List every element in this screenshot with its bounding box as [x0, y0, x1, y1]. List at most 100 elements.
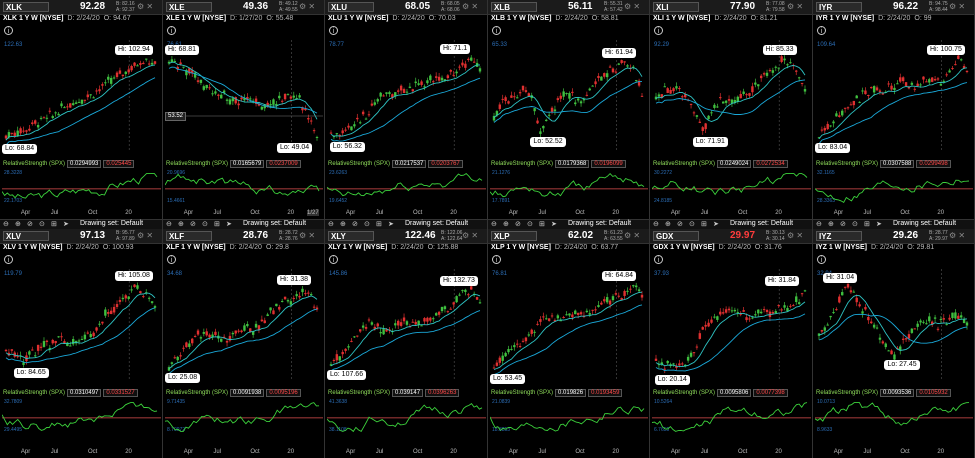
zoom-out-icon[interactable]: ⊖: [491, 221, 497, 228]
symbol-input[interactable]: XLI: [653, 2, 699, 12]
drawing-set-selector[interactable]: Drawing set: Default: [568, 220, 632, 227]
cursor-icon[interactable]: ➤: [876, 221, 882, 228]
panel-menu-icons[interactable]: ⚙ ✕: [787, 2, 804, 11]
info-icon[interactable]: i: [167, 255, 176, 264]
drawing-set-selector[interactable]: Drawing set: Default: [80, 220, 144, 227]
zoom-out-icon[interactable]: ⊖: [816, 221, 822, 228]
cursor-icon[interactable]: ➤: [388, 221, 394, 228]
price-chart[interactable]: [652, 269, 811, 379]
price-chart[interactable]: [2, 269, 161, 379]
rs-chart[interactable]: [490, 168, 648, 206]
drawing-set-selector[interactable]: Drawing set: Default: [893, 220, 957, 227]
chart-panel-xlb[interactable]: XLB 56.11 B: 55.31 A: 57.42 ⚙ ✕ XLB 1 Y W [NY…: [488, 0, 650, 229]
magnifier-icon[interactable]: ⊙: [364, 221, 370, 228]
info-icon[interactable]: i: [329, 26, 338, 35]
rs-chart[interactable]: [165, 397, 323, 435]
zoom-in-icon[interactable]: ⊕: [828, 221, 834, 228]
info-icon[interactable]: i: [4, 26, 13, 35]
symbol-input[interactable]: XLB: [491, 2, 537, 12]
zoom-out-icon[interactable]: ⊖: [166, 221, 172, 228]
reset-icon[interactable]: ⊘: [190, 221, 196, 228]
chart-panel-xlf[interactable]: XLF 28.76 B: 28.72 A: 28.76 ⚙ ✕ XLF 1 Y W [NY…: [163, 229, 325, 458]
chart-panel-xle[interactable]: XLE 49.36 B: 49.12 A: 49.55 ⚙ ✕ XLE 1 Y W [NY…: [163, 0, 325, 229]
panel-menu-icons[interactable]: ⚙ ✕: [299, 2, 316, 11]
symbol-input[interactable]: XLE: [166, 2, 212, 12]
reset-icon[interactable]: ⊘: [840, 221, 846, 228]
grid-icon[interactable]: ⊞: [864, 221, 870, 228]
panel-menu-icons[interactable]: ⚙ ✕: [624, 231, 641, 240]
price-chart[interactable]: [2, 40, 161, 150]
zoom-in-icon[interactable]: ⊕: [503, 221, 509, 228]
zoom-in-icon[interactable]: ⊕: [178, 221, 184, 228]
cursor-icon[interactable]: ➤: [226, 221, 232, 228]
chart-panel-xly[interactable]: XLY 122.46 B: 122.06 A: 122.64 ⚙ ✕ XLY 1 Y W …: [325, 229, 488, 458]
info-icon[interactable]: i: [492, 255, 501, 264]
chart-panel-gdx[interactable]: GDX 29.97 B: 30.13 A: 30.14 ⚙ ✕ GDX 1 Y W [NY…: [650, 229, 813, 458]
info-icon[interactable]: i: [492, 26, 501, 35]
magnifier-icon[interactable]: ⊙: [527, 221, 533, 228]
drawing-set-selector[interactable]: Drawing set: Default: [730, 220, 794, 227]
panel-menu-icons[interactable]: ⚙ ✕: [462, 231, 479, 240]
grid-icon[interactable]: ⊞: [214, 221, 220, 228]
info-icon[interactable]: i: [167, 26, 176, 35]
price-chart[interactable]: [652, 40, 811, 150]
magnifier-icon[interactable]: ⊙: [852, 221, 858, 228]
reset-icon[interactable]: ⊘: [515, 221, 521, 228]
rs-chart[interactable]: [652, 168, 811, 206]
price-chart[interactable]: [490, 40, 648, 150]
magnifier-icon[interactable]: ⊙: [39, 221, 45, 228]
info-icon[interactable]: i: [654, 26, 663, 35]
zoom-in-icon[interactable]: ⊕: [15, 221, 21, 228]
rs-chart[interactable]: [490, 397, 648, 435]
panel-menu-icons[interactable]: ⚙ ✕: [137, 231, 154, 240]
magnifier-icon[interactable]: ⊙: [202, 221, 208, 228]
rs-chart[interactable]: [327, 397, 486, 435]
grid-icon[interactable]: ⊞: [701, 221, 707, 228]
panel-menu-icons[interactable]: ⚙ ✕: [949, 231, 966, 240]
panel-menu-icons[interactable]: ⚙ ✕: [787, 231, 804, 240]
symbol-input[interactable]: IYZ: [816, 231, 862, 241]
panel-menu-icons[interactable]: ⚙ ✕: [624, 2, 641, 11]
panel-menu-icons[interactable]: ⚙ ✕: [299, 231, 316, 240]
zoom-out-icon[interactable]: ⊖: [653, 221, 659, 228]
panel-menu-icons[interactable]: ⚙ ✕: [949, 2, 966, 11]
reset-icon[interactable]: ⊘: [352, 221, 358, 228]
price-chart[interactable]: [490, 269, 648, 379]
rs-chart[interactable]: [815, 168, 973, 206]
panel-menu-icons[interactable]: ⚙ ✕: [137, 2, 154, 11]
reset-icon[interactable]: ⊘: [677, 221, 683, 228]
cursor-icon[interactable]: ➤: [551, 221, 557, 228]
rs-chart[interactable]: [327, 168, 486, 206]
zoom-in-icon[interactable]: ⊕: [665, 221, 671, 228]
panel-menu-icons[interactable]: ⚙ ✕: [462, 2, 479, 11]
chart-panel-xlk[interactable]: XLK 92.28 B: 82.16 A: 92.37 ⚙ ✕ XLK 1 Y W [NY…: [0, 0, 163, 229]
symbol-input[interactable]: IYR: [816, 2, 862, 12]
symbol-input[interactable]: XLK: [3, 2, 49, 12]
chart-panel-xli[interactable]: XLI 77.90 B: 77.08 A: 79.58 ⚙ ✕ XLI 1 Y W [NY…: [650, 0, 813, 229]
price-chart[interactable]: [327, 40, 486, 150]
zoom-out-icon[interactable]: ⊖: [3, 221, 9, 228]
price-chart[interactable]: [165, 40, 323, 150]
symbol-input[interactable]: XLP: [491, 231, 537, 241]
cursor-icon[interactable]: ➤: [713, 221, 719, 228]
info-icon[interactable]: i: [329, 255, 338, 264]
zoom-out-icon[interactable]: ⊖: [328, 221, 334, 228]
chart-panel-iyr[interactable]: IYR 96.22 B: 94.75 A: 98.44 ⚙ ✕ IYR 1 Y W [NY…: [813, 0, 975, 229]
rs-chart[interactable]: [2, 397, 161, 435]
price-chart[interactable]: [327, 269, 486, 379]
magnifier-icon[interactable]: ⊙: [689, 221, 695, 228]
symbol-input[interactable]: XLV: [3, 231, 49, 241]
drawing-set-selector[interactable]: Drawing set: Default: [243, 220, 307, 227]
info-icon[interactable]: i: [4, 255, 13, 264]
info-icon[interactable]: i: [817, 26, 826, 35]
price-chart[interactable]: [815, 269, 973, 379]
symbol-input[interactable]: XLY: [328, 231, 374, 241]
rs-chart[interactable]: [2, 168, 161, 206]
grid-icon[interactable]: ⊞: [376, 221, 382, 228]
drawing-set-selector[interactable]: Drawing set: Default: [405, 220, 469, 227]
horizontal-line-label[interactable]: 53.52: [165, 112, 187, 121]
rs-chart[interactable]: [815, 397, 973, 435]
symbol-input[interactable]: XLF: [166, 231, 212, 241]
info-icon[interactable]: i: [817, 255, 826, 264]
symbol-input[interactable]: XLU: [328, 2, 374, 12]
